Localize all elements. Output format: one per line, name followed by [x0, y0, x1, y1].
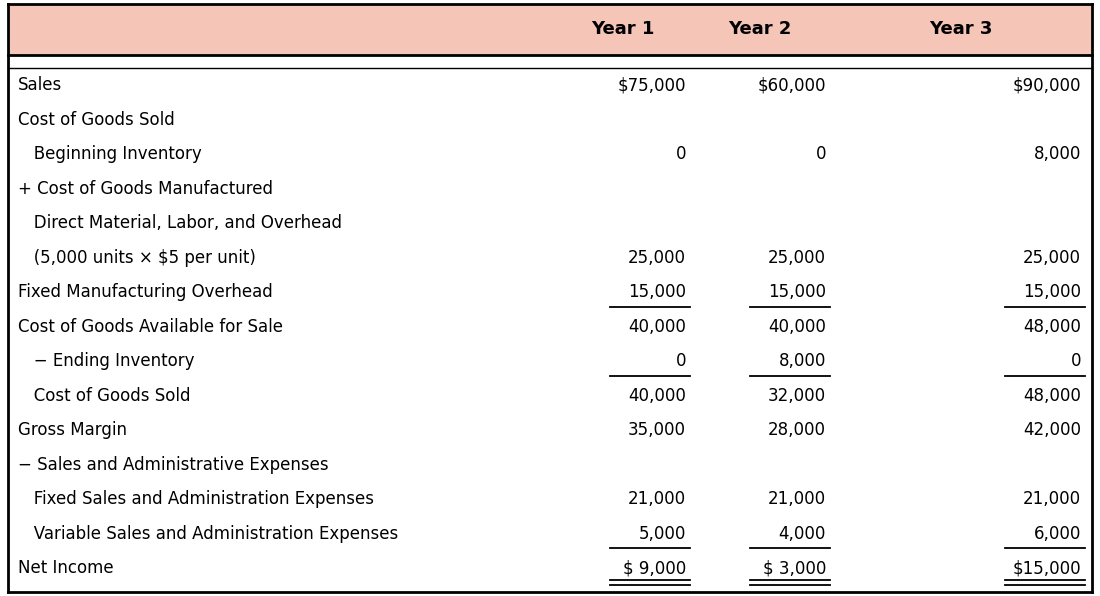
Text: Gross Margin: Gross Margin — [18, 421, 126, 439]
Text: $ 3,000: $ 3,000 — [762, 559, 826, 578]
Text: Beginning Inventory: Beginning Inventory — [18, 145, 201, 163]
Text: 25,000: 25,000 — [628, 249, 686, 267]
Text: $ 9,000: $ 9,000 — [623, 559, 686, 578]
Text: 0: 0 — [1070, 352, 1081, 370]
Text: 8,000: 8,000 — [1034, 145, 1081, 163]
Text: $90,000: $90,000 — [1012, 76, 1081, 94]
Text: 25,000: 25,000 — [768, 249, 826, 267]
Text: 28,000: 28,000 — [768, 421, 826, 439]
Text: (5,000 units × $5 per unit): (5,000 units × $5 per unit) — [18, 249, 256, 267]
Text: − Sales and Administrative Expenses: − Sales and Administrative Expenses — [18, 456, 329, 474]
Text: Fixed Sales and Administration Expenses: Fixed Sales and Administration Expenses — [18, 491, 374, 508]
Text: 21,000: 21,000 — [628, 491, 686, 508]
Text: 21,000: 21,000 — [1023, 491, 1081, 508]
Text: 5,000: 5,000 — [639, 524, 686, 543]
Text: 8,000: 8,000 — [779, 352, 826, 370]
Text: 0: 0 — [675, 145, 686, 163]
Text: 21,000: 21,000 — [768, 491, 826, 508]
Text: Cost of Goods Sold: Cost of Goods Sold — [18, 387, 190, 405]
Text: 40,000: 40,000 — [768, 318, 826, 336]
Text: Cost of Goods Sold: Cost of Goods Sold — [18, 111, 175, 129]
Text: 15,000: 15,000 — [628, 283, 686, 301]
Text: 32,000: 32,000 — [768, 387, 826, 405]
Text: Year 2: Year 2 — [728, 20, 792, 39]
Text: 6,000: 6,000 — [1034, 524, 1081, 543]
Text: $60,000: $60,000 — [758, 76, 826, 94]
Text: − Ending Inventory: − Ending Inventory — [18, 352, 195, 370]
Text: 48,000: 48,000 — [1023, 318, 1081, 336]
Text: $75,000: $75,000 — [617, 76, 686, 94]
Text: 48,000: 48,000 — [1023, 387, 1081, 405]
Text: 0: 0 — [815, 145, 826, 163]
Text: Year 3: Year 3 — [930, 20, 992, 39]
Text: Cost of Goods Available for Sale: Cost of Goods Available for Sale — [18, 318, 283, 336]
Text: 15,000: 15,000 — [768, 283, 826, 301]
Text: 35,000: 35,000 — [628, 421, 686, 439]
Text: Net Income: Net Income — [18, 559, 113, 578]
Text: 0: 0 — [675, 352, 686, 370]
Text: $15,000: $15,000 — [1012, 559, 1081, 578]
Text: Year 1: Year 1 — [591, 20, 654, 39]
Text: 42,000: 42,000 — [1023, 421, 1081, 439]
Text: 40,000: 40,000 — [628, 318, 686, 336]
Text: + Cost of Goods Manufactured: + Cost of Goods Manufactured — [18, 180, 273, 198]
Text: 15,000: 15,000 — [1023, 283, 1081, 301]
Text: Variable Sales and Administration Expenses: Variable Sales and Administration Expens… — [18, 524, 398, 543]
Text: Sales: Sales — [18, 76, 63, 94]
Text: Direct Material, Labor, and Overhead: Direct Material, Labor, and Overhead — [18, 214, 342, 232]
Text: 25,000: 25,000 — [1023, 249, 1081, 267]
Text: 40,000: 40,000 — [628, 387, 686, 405]
Bar — [8, 4, 1092, 55]
Text: 4,000: 4,000 — [779, 524, 826, 543]
Text: Fixed Manufacturing Overhead: Fixed Manufacturing Overhead — [18, 283, 273, 301]
